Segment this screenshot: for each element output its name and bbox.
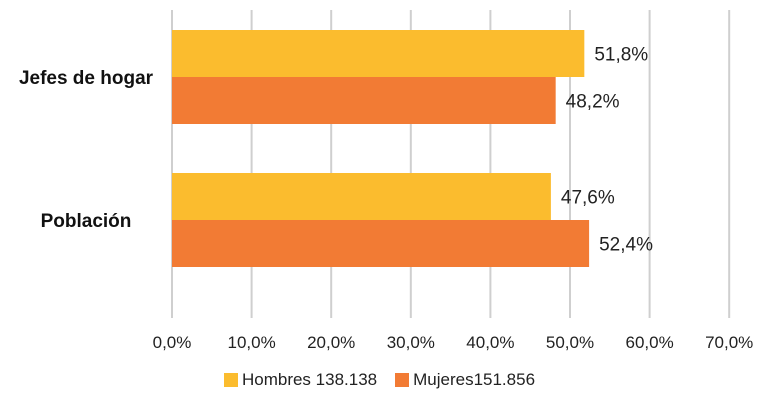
bar-hombres-0	[172, 30, 585, 77]
data-labels: 51,8% 48,2% 47,6% 52,4%	[561, 45, 653, 256]
x-tick-label: 10,0%	[227, 333, 275, 352]
category-label: Jefes de hogar	[19, 68, 154, 89]
x-tick-label: 50,0%	[546, 333, 594, 352]
legend-item-mujeres: Mujeres151.856	[395, 370, 535, 390]
x-tick-label: 20,0%	[307, 333, 355, 352]
x-tick-label: 70,0%	[705, 333, 753, 352]
data-label: 51,8%	[594, 45, 648, 66]
legend-swatch-mujeres	[395, 373, 410, 387]
category-labels: Jefes de hogar Población	[19, 68, 154, 232]
bar-mujeres-1	[172, 220, 590, 267]
x-tick-label: 40,0%	[466, 333, 514, 352]
x-axis-tick-labels: 0,0% 10,0% 20,0% 30,0% 40,0% 50,0% 60,0% 70,0%	[153, 333, 754, 352]
legend-swatch-hombres	[223, 373, 238, 387]
x-tick-label: 0,0%	[153, 333, 192, 352]
bars	[172, 30, 590, 267]
data-label: 52,4%	[599, 235, 653, 256]
legend-label-hombres: Hombres 138.138	[241, 370, 378, 389]
x-tick-label: 30,0%	[387, 333, 435, 352]
legend-item-hombres: Hombres 138.138	[223, 370, 378, 390]
data-label: 48,2%	[566, 92, 620, 113]
legend: Hombres 138.138 Mujeres151.856	[0, 370, 759, 390]
x-tick-label: 60,0%	[625, 333, 673, 352]
category-label: Población	[41, 211, 132, 232]
data-label: 47,6%	[561, 188, 615, 209]
bar-hombres-1	[172, 173, 551, 220]
bar-mujeres-0	[172, 77, 556, 124]
legend-label-mujeres: Mujeres151.856	[413, 370, 536, 389]
